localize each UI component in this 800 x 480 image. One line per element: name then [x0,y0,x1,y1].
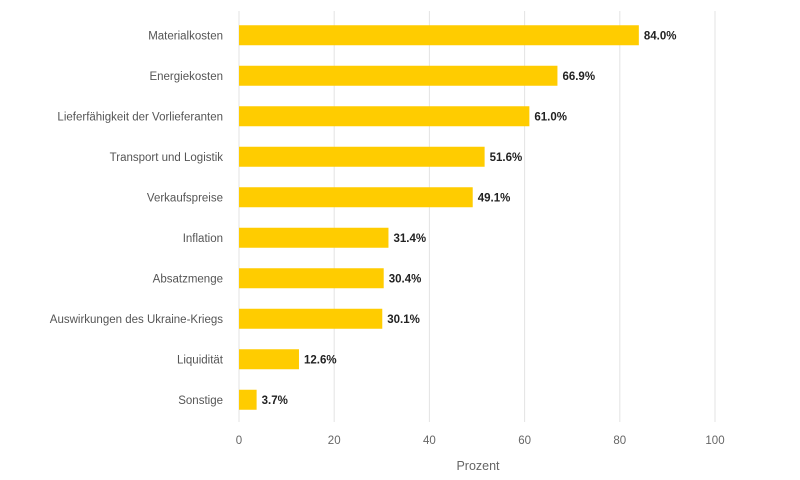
value-label: 30.1% [387,314,420,326]
bar [239,389,257,410]
category-label: Lieferfähigkeit der Vorlieferanten [57,111,223,123]
category-label: Inflation [183,233,223,245]
bar [239,146,485,167]
category-label: Energiekosten [149,71,223,83]
value-label: 49.1% [478,192,511,204]
x-tick-label: 40 [423,435,436,447]
bar [239,65,558,86]
category-label: Verkaufspreise [147,192,223,204]
category-label: Sonstige [178,395,223,407]
value-label: 66.9% [562,71,595,83]
category-label: Materialkosten [148,30,223,42]
value-label: 84.0% [644,30,677,42]
x-tick-label: 100 [705,435,724,447]
x-axis-ticks: 0 20 40 60 80 100 [236,435,725,447]
value-label: 12.6% [304,354,337,366]
bar [239,106,530,127]
value-labels: 84.0% 66.9% 61.0% 51.6% 49.1% 31.4% 30.4% 30.1%… [262,30,677,407]
bar [239,349,299,370]
x-axis-title: Prozent [456,459,500,473]
category-label: Absatzmenge [153,273,223,285]
category-labels: Materialkosten Energiekosten Lieferfähigke… [50,30,224,407]
bars [239,25,639,410]
category-label: Liquidität [177,354,224,366]
x-tick-label: 80 [613,435,626,447]
x-tick-label: 0 [236,435,242,447]
bar [239,308,383,329]
value-label: 31.4% [393,233,426,245]
value-label: 51.6% [490,152,523,164]
bar [239,187,473,208]
x-tick-label: 60 [518,435,531,447]
value-label: 3.7% [262,395,288,407]
value-label: 61.0% [534,111,567,123]
bar [239,227,389,248]
bar [239,25,639,46]
bar [239,268,384,289]
value-label: 30.4% [389,273,422,285]
x-tick-label: 20 [328,435,341,447]
category-label: Transport und Logistik [110,152,224,164]
category-label: Auswirkungen des Ukraine-Kriegs [50,314,223,326]
